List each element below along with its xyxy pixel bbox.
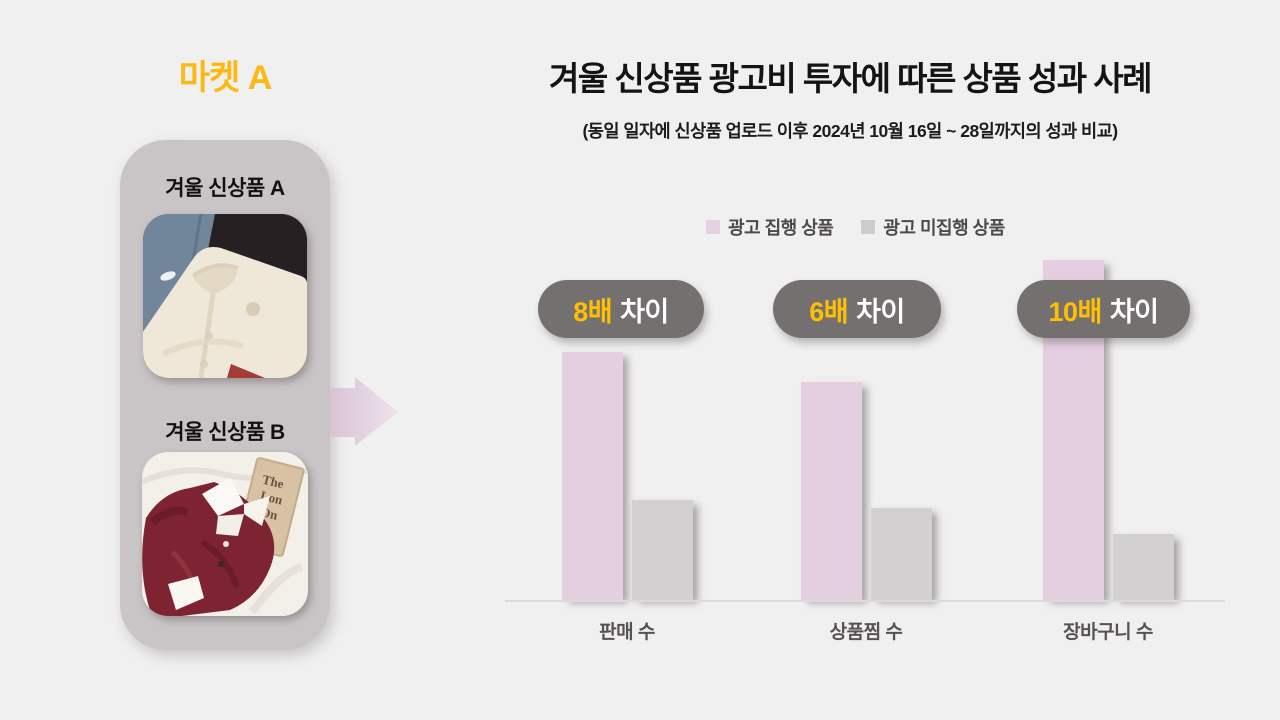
product-b-label: 겨울 신상품 B xyxy=(165,421,285,444)
difference-number: 8배 xyxy=(573,296,613,327)
difference-text: 차이 xyxy=(856,296,905,327)
difference-text: 차이 xyxy=(620,296,669,327)
burgundy-cardigan-illustration: The Lon On xyxy=(142,452,308,616)
difference-badge-sales: 8배 차이 xyxy=(538,280,704,338)
bar-ad-sales xyxy=(562,352,623,600)
legend-swatch-no-ad xyxy=(861,220,876,234)
product-b-photo: The Lon On xyxy=(142,452,308,616)
category-label-likes: 상품찜 수 xyxy=(829,622,903,643)
bar-noad-likes xyxy=(871,508,932,600)
difference-badge-cart: 10배 차이 xyxy=(1017,280,1190,338)
page-subtitle: (동일 일자에 신상품 업로드 이후 2024년 10월 16일 ~ 28일까지… xyxy=(582,121,1118,141)
right-arrow-icon xyxy=(330,374,400,448)
cream-cardigan-illustration xyxy=(143,214,307,378)
legend-item-no-ad: 광고 미집행 상품 xyxy=(861,214,1005,240)
category-label-sales: 판매 수 xyxy=(599,622,655,643)
market-title: 마켓 A xyxy=(178,59,273,97)
legend-swatch-ad xyxy=(706,220,720,234)
svg-text:The: The xyxy=(261,472,286,492)
difference-number: 10배 xyxy=(1048,296,1102,327)
bar-noad-cart xyxy=(1113,534,1174,600)
product-a-photo xyxy=(143,214,307,378)
chart-legend: 광고 집행 상품 광고 미집행 상품 xyxy=(706,214,1005,240)
category-label-cart: 장바구니 수 xyxy=(1063,622,1153,643)
difference-badge-likes: 6배 차이 xyxy=(773,280,941,338)
product-a-label: 겨울 신상품 A xyxy=(165,177,285,200)
product-card: 겨울 신상품 A 겨울 신상품 B xyxy=(120,140,330,650)
x-axis-line xyxy=(505,600,1225,602)
difference-text: 차이 xyxy=(1109,296,1159,327)
bar-noad-sales xyxy=(632,500,693,600)
legend-label-no-ad: 광고 미집행 상품 xyxy=(883,218,1005,238)
legend-item-ad: 광고 집행 상품 xyxy=(706,214,834,240)
page-title: 겨울 신상품 광고비 투자에 따른 상품 성과 사례 xyxy=(548,60,1153,97)
legend-label-ad: 광고 집행 상품 xyxy=(728,218,834,238)
difference-number: 6배 xyxy=(809,296,849,327)
bar-ad-likes xyxy=(801,382,862,600)
